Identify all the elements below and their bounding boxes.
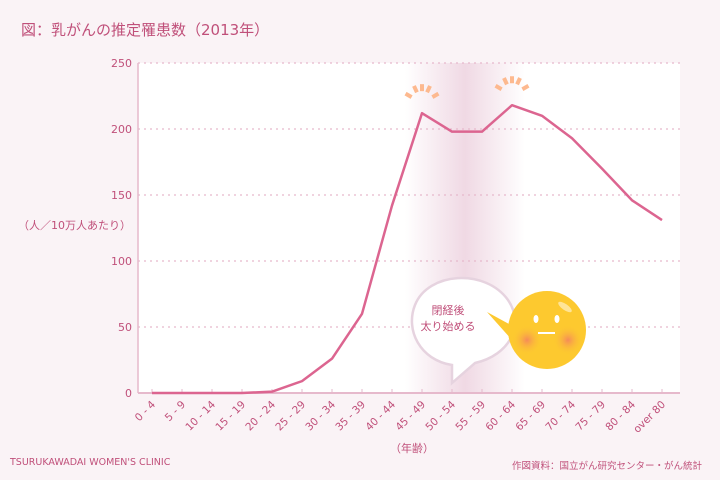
clinic-name: TSURUKAWADAI WOMEN'S CLINIC (10, 457, 171, 468)
x-tick-label: 20 - 24 (243, 398, 278, 433)
y-axis-label: （人／10万人あたり） (18, 219, 131, 232)
x-tick-label: 35 - 39 (333, 399, 368, 434)
smiley-face-icon (487, 291, 586, 369)
x-tick-label: 45 - 49 (393, 399, 428, 434)
data-line (152, 103, 663, 395)
sparkle-ray (412, 85, 419, 94)
x-tick-label: 5 - 9 (163, 399, 188, 424)
x-tick-label: over 80 (631, 399, 668, 436)
y-tick-label: 0 (125, 387, 132, 400)
x-tick-label: 50 - 54 (423, 398, 458, 433)
y-tick-label: 50 (118, 321, 132, 334)
y-tick-label: 200 (111, 123, 132, 136)
eye (554, 315, 560, 323)
x-tick-label: 40 - 44 (363, 398, 398, 433)
x-tick-label: 65 - 69 (513, 399, 548, 434)
x-tick-label: 0 - 4 (133, 398, 159, 424)
x-tick-label: 60 - 64 (483, 398, 518, 433)
y-tick-label: 150 (111, 189, 132, 202)
x-tick-label: 25 - 29 (273, 399, 308, 434)
highlight (558, 301, 572, 313)
annotation-text: 閉経後 太り始める (412, 303, 484, 335)
eye (533, 315, 539, 323)
y-tick-label: 100 (111, 255, 132, 268)
x-tick-label: 75 - 79 (573, 399, 608, 434)
cheek (553, 325, 583, 355)
sparkle-ray (502, 77, 509, 86)
x-tick-label: 55 - 59 (453, 399, 488, 434)
sparkle-ray (425, 85, 432, 94)
chart-title: 図：乳がんの推定罹患数（2013年） (21, 21, 270, 39)
sparkle-icon (494, 76, 530, 91)
x-axis-label: （年齢） (390, 442, 434, 455)
sparkle-ray (515, 77, 522, 86)
sparkle-ray (404, 91, 413, 99)
sparkle-ray (521, 84, 530, 91)
sparkle-icon (404, 84, 440, 99)
annotation-line-2: 太り始める (420, 320, 476, 333)
sparkle-ray (431, 91, 440, 99)
cheek (512, 325, 542, 355)
x-tick-label: 70 - 74 (543, 398, 578, 433)
annotation-line-1: 閉経後 (431, 304, 465, 317)
y-tick-label: 250 (111, 57, 132, 70)
x-tick-label: 10 - 14 (183, 398, 218, 433)
x-tick-label: 15 - 19 (213, 399, 248, 434)
source-note: 作図資料：国立がん研究センター・がん統計 (512, 461, 703, 472)
sparkle-ray (494, 84, 503, 91)
x-tick-label: 30 - 34 (303, 398, 338, 433)
